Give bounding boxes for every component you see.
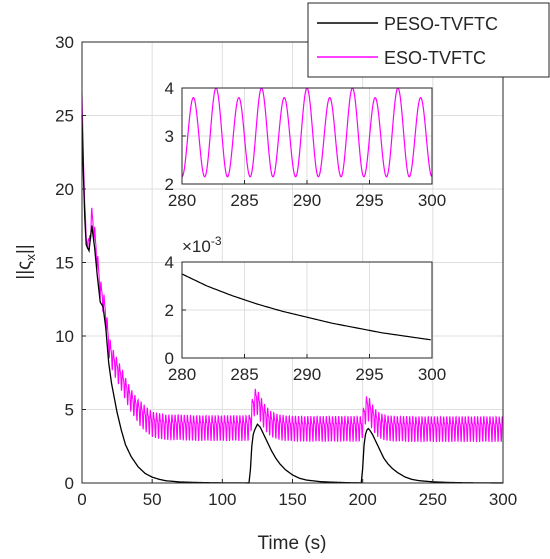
inset1-xtick-label: 285 [230, 191, 258, 210]
series-line-eso-tvftc [81, 93, 504, 443]
main-ytick-label: 25 [55, 107, 74, 126]
inset2-xtick-label: 280 [168, 365, 196, 384]
inset1-xtick-label: 280 [168, 191, 196, 210]
main-xtick-label: 50 [143, 490, 162, 509]
main-xtick-label: 200 [348, 490, 376, 509]
legend: PESO-TVFTC ESO-TVFTC [307, 2, 550, 78]
main-ytick-label: 0 [65, 474, 74, 493]
inset1-ytick-label: 3 [165, 127, 174, 146]
inset2-xtick-label: 290 [293, 365, 321, 384]
inset2-ytick-label: 2 [165, 301, 174, 320]
legend-box [307, 2, 550, 78]
main-xtick-label: 0 [77, 490, 86, 509]
legend-entry-peso: PESO-TVFTC [384, 14, 498, 34]
main-xtick-label: 100 [208, 490, 236, 509]
inset1-ytick-label: 4 [165, 79, 174, 98]
inset2-xtick-label: 295 [355, 365, 383, 384]
inset1-xtick-label: 295 [355, 191, 383, 210]
main-ytick-label: 20 [55, 180, 74, 199]
main-ytick-label: 5 [65, 401, 74, 420]
y-axis-label: ||ςx|| [14, 244, 38, 279]
inset2-xtick-label: 285 [230, 365, 258, 384]
inset2-exponent-label: ×10-3 [182, 234, 222, 256]
inset2-series [181, 273, 431, 341]
inset2-ticks: 280 285 290 295 300 0 2 4 [165, 253, 447, 384]
inset1-ticks: 280 285 290 295 300 2 3 4 [165, 79, 447, 210]
main-xtick-label: 150 [278, 490, 306, 509]
main-xtick-label: 250 [419, 490, 447, 509]
inset1-xtick-label: 290 [293, 191, 321, 210]
legend-entry-eso: ESO-TVFTC [384, 48, 486, 68]
main-ytick-label: 30 [55, 33, 74, 52]
inset2-series-line-peso-tvftc [181, 273, 431, 341]
inset2-xtick-label: 300 [418, 365, 446, 384]
inset2-grid [182, 262, 432, 358]
inset2-ytick-label: 4 [165, 253, 174, 272]
inset2-ytick-label: 0 [165, 349, 174, 368]
main-ytick-label: 15 [55, 254, 74, 273]
x-axis-label: Time (s) [258, 533, 327, 554]
main-xtick-label: 300 [489, 490, 517, 509]
inset1-ytick-label: 2 [165, 175, 174, 194]
main-ytick-label: 10 [55, 327, 74, 346]
inset1-xtick-label: 300 [418, 191, 446, 210]
